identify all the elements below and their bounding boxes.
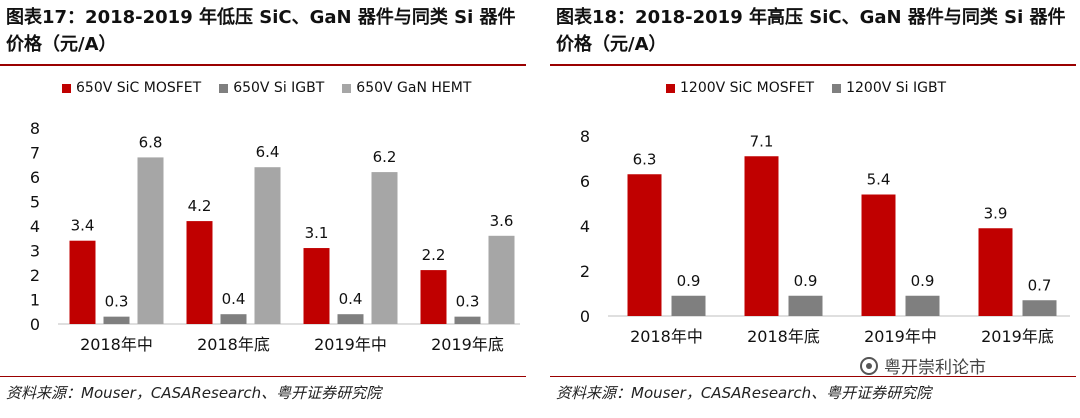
y-tick-label: 4 (580, 217, 590, 236)
x-tick-label: 2019年中 (864, 327, 937, 346)
data-label: 0.4 (339, 290, 363, 308)
footer-divider (0, 376, 526, 377)
bar-chart-left: 0 1 2 3 4 5 6 7 8 3.4 0.3 6.8 2018年中 4.2 0.4 6.4 2018年底 3… (30, 119, 520, 354)
bar (371, 172, 398, 324)
legend-label: 650V GaN HEMT (356, 80, 472, 96)
x-tick-label: 2019年底 (431, 335, 504, 354)
bar (103, 316, 130, 324)
bar (488, 235, 515, 324)
legend-label: 1200V SiC MOSFET (680, 80, 815, 96)
left-chart-panel: 图表17：2018-2019 年低压 SiC、GaN 器件与同类 Si 器件价格… (0, 0, 526, 418)
data-label: 2.2 (422, 246, 446, 264)
data-label: 6.2 (373, 148, 397, 166)
legend: 650V SiC MOSFET 650V Si IGBT 650V GaN HE… (62, 80, 471, 96)
x-tick-label: 2018年中 (80, 335, 153, 354)
source-note: 资料来源：Mouser，CASAResearch、粤开证券研究院 (6, 384, 382, 402)
bar (186, 221, 213, 324)
legend-swatch (832, 83, 842, 93)
legend-item-igbt: 650V Si IGBT (219, 80, 324, 96)
data-label: 7.1 (750, 132, 774, 150)
data-label: 0.9 (794, 272, 818, 290)
watermark-text: 粤开崇利论市 (884, 358, 986, 378)
bar (627, 174, 662, 316)
y-tick-label: 8 (30, 119, 40, 138)
bar (337, 314, 364, 324)
y-tick-label: 7 (30, 144, 40, 163)
y-tick-label: 6 (30, 168, 40, 187)
y-tick-label: 0 (30, 315, 40, 334)
legend-label: 650V SiC MOSFET (76, 80, 202, 96)
legend-item-sic: 1200V SiC MOSFET (666, 80, 814, 96)
bar (303, 248, 330, 324)
bar (1022, 300, 1057, 316)
right-chart-panel: 图表18：2018-2019 年高压 SiC、GaN 器件与同类 Si 器件价格… (550, 0, 1076, 418)
footer-divider (550, 376, 1076, 377)
bar (420, 270, 447, 324)
y-tick-label: 8 (580, 127, 590, 146)
y-tick-label: 6 (580, 172, 590, 191)
legend-swatch (62, 83, 71, 93)
legend-swatch (219, 83, 229, 93)
bar (861, 194, 896, 316)
data-label: 3.9 (984, 204, 1008, 222)
bar (788, 295, 823, 316)
bar (671, 295, 706, 316)
bar (220, 314, 247, 324)
x-tick-label: 2019年底 (981, 327, 1054, 346)
data-label: 3.4 (71, 217, 95, 235)
data-label: 3.1 (305, 224, 329, 242)
bar (69, 240, 96, 324)
wechat-icon (860, 356, 878, 375)
y-tick-label: 1 (30, 291, 40, 310)
legend-label: 1200V Si IGBT (846, 80, 947, 96)
y-tick-label: 4 (30, 217, 40, 236)
watermark: 粤开崇利论市 (860, 353, 986, 378)
bar (744, 156, 779, 316)
chart-title: 图表17：2018-2019 年低压 SiC、GaN 器件与同类 Si 器件价格… (6, 7, 516, 55)
data-label: 0.3 (105, 293, 129, 311)
data-label: 4.2 (188, 197, 212, 215)
y-tick-label: 0 (580, 307, 590, 326)
x-tick-label: 2018年中 (630, 327, 703, 346)
data-label: 0.9 (911, 272, 935, 290)
data-label: 6.4 (256, 143, 280, 161)
bar (254, 167, 281, 324)
y-tick-label: 5 (30, 193, 40, 212)
x-tick-label: 2019年中 (314, 335, 387, 354)
data-label: 0.9 (677, 272, 701, 290)
x-tick-label: 2018年底 (197, 335, 270, 354)
bar (454, 316, 481, 324)
bar-chart-right: 0 2 4 6 8 6.3 0.9 2018年中 7.1 0.9 2018年底 5.4 0.9 2019年… (580, 127, 1070, 346)
data-label: 6.3 (633, 150, 657, 168)
y-tick-label: 2 (580, 262, 590, 281)
legend-item-gan: 650V GaN HEMT (342, 80, 471, 96)
y-tick-label: 3 (30, 242, 40, 261)
data-label: 0.7 (1028, 276, 1052, 294)
legend-item-sic: 650V SiC MOSFET (62, 80, 201, 96)
data-label: 0.4 (222, 290, 246, 308)
data-label: 6.8 (139, 133, 163, 151)
legend-swatch (666, 83, 675, 93)
x-tick-label: 2018年底 (747, 327, 820, 346)
data-label: 0.3 (456, 293, 480, 311)
bar (137, 157, 164, 324)
data-label: 5.4 (867, 171, 891, 189)
legend-label: 650V Si IGBT (233, 80, 325, 96)
bar (905, 295, 940, 316)
source-note: 资料来源：Mouser，CASAResearch、粤开证券研究院 (556, 384, 932, 402)
data-label: 3.6 (490, 212, 514, 230)
title-divider (0, 64, 526, 66)
legend: 1200V SiC MOSFET 1200V Si IGBT (666, 80, 946, 96)
chart-title: 图表18：2018-2019 年高压 SiC、GaN 器件与同类 Si 器件价格… (556, 7, 1066, 55)
legend-swatch (342, 83, 352, 93)
bar (978, 228, 1013, 316)
y-tick-label: 2 (30, 266, 40, 285)
legend-item-igbt: 1200V Si IGBT (832, 80, 946, 96)
title-divider (550, 64, 1076, 66)
